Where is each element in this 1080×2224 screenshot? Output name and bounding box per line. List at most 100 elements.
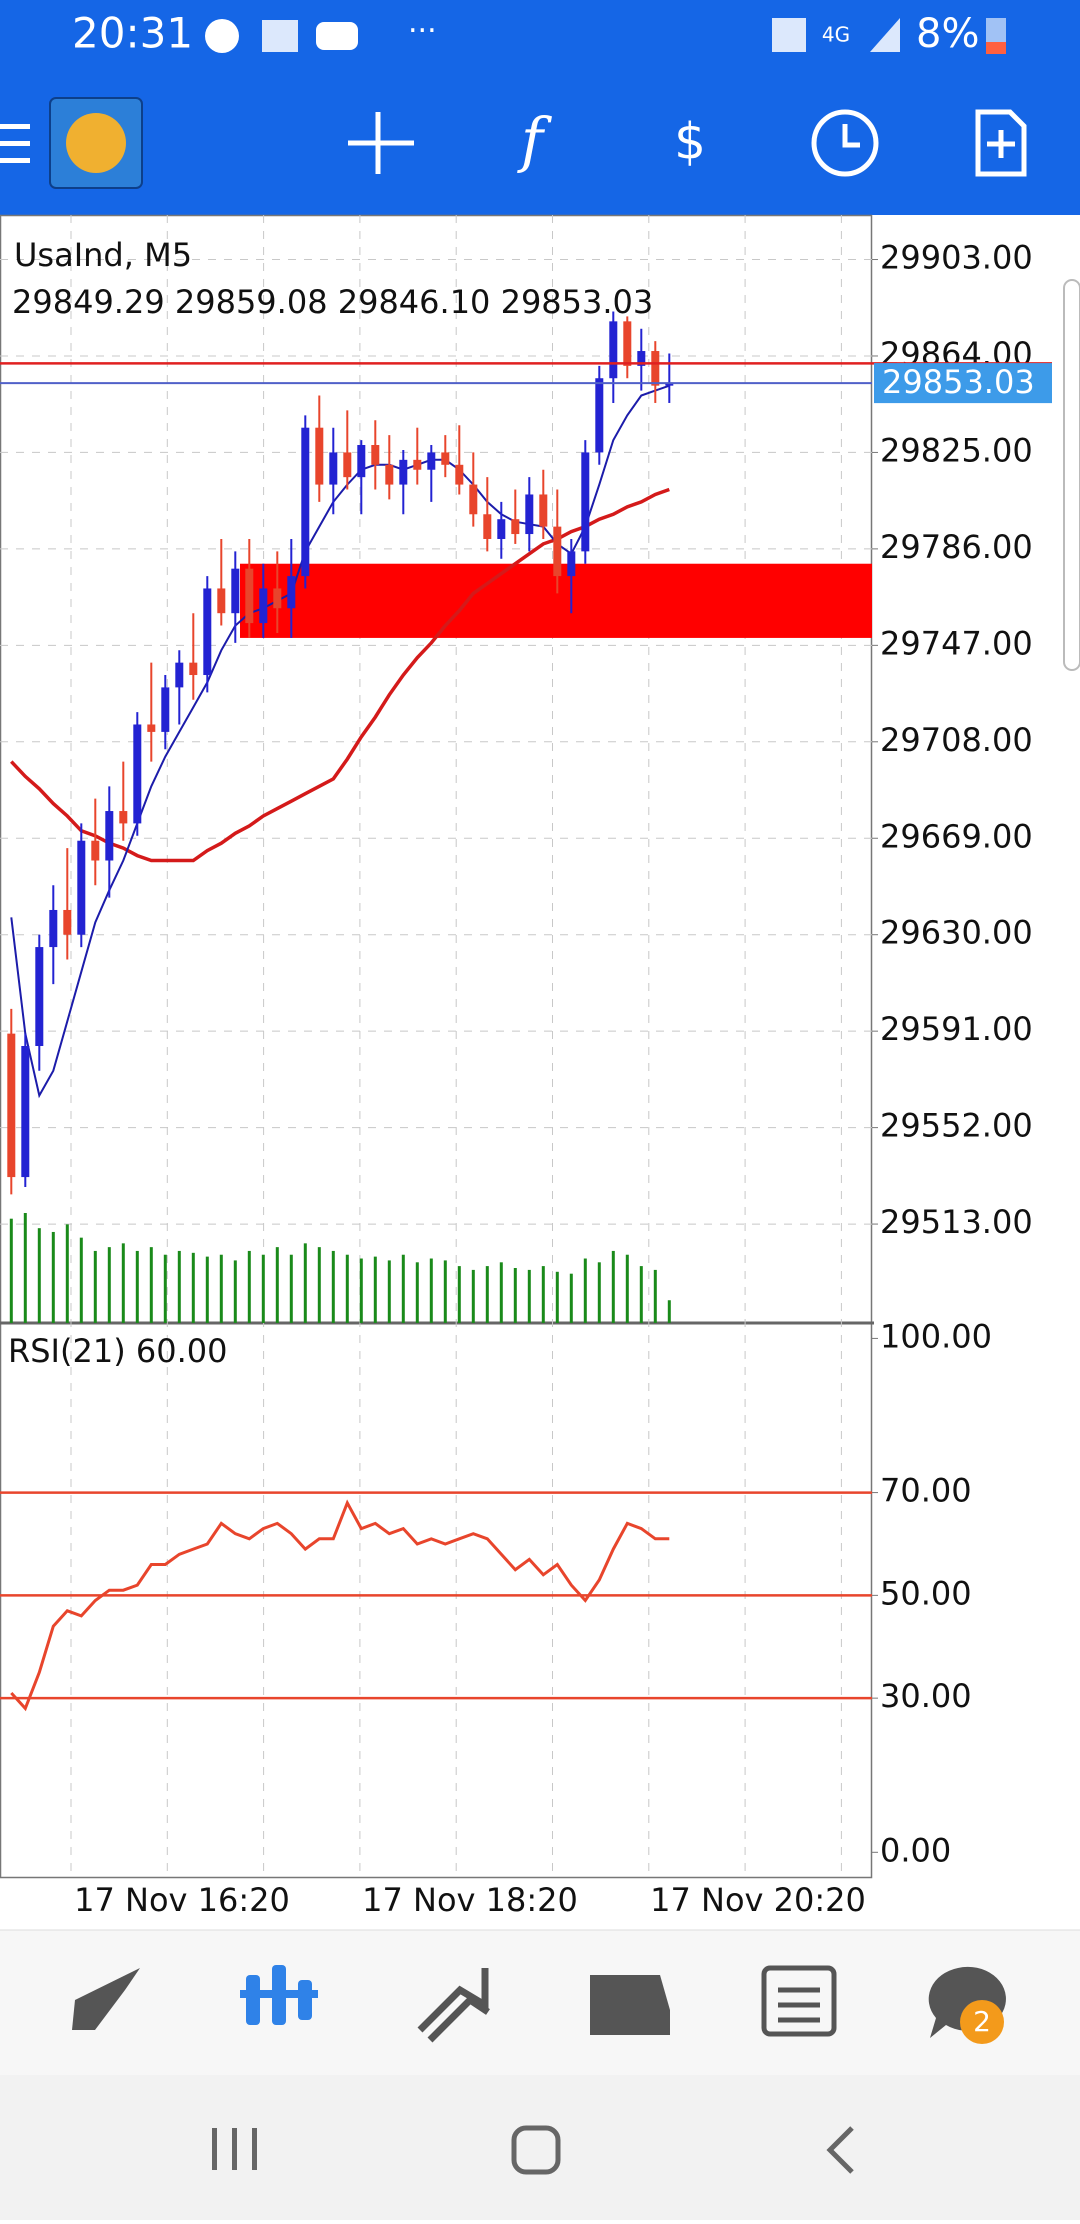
- volume-bar: [345, 1254, 349, 1323]
- volume-bar: [303, 1243, 307, 1323]
- candle-body: [413, 459, 422, 470]
- plot: 29903.0029864.0029825.0029786.0029747.00…: [0, 215, 1052, 1878]
- crosshair-button[interactable]: [348, 112, 414, 174]
- candle-body: [427, 452, 436, 470]
- volume-bar: [541, 1266, 545, 1323]
- status-icon: [772, 18, 806, 52]
- candle-body: [35, 947, 44, 1046]
- y-tick-label: 0.00: [880, 1831, 951, 1869]
- y-tick-label: 29747.00: [880, 624, 1033, 662]
- history-tab[interactable]: [590, 1975, 670, 2035]
- candle-body: [357, 445, 366, 478]
- rsi-title: RSI(21) 60.00: [8, 1332, 227, 1370]
- new-order-button[interactable]: [975, 109, 1027, 177]
- system-nav: [0, 2075, 1080, 2220]
- volume-bar: [275, 1247, 279, 1323]
- volume-bar: [401, 1254, 405, 1323]
- volume-bar: [177, 1250, 181, 1323]
- back-button[interactable]: [826, 2126, 854, 2174]
- volume-bar: [261, 1254, 265, 1323]
- trade-button[interactable]: $: [674, 113, 706, 171]
- candle-body: [161, 687, 170, 732]
- status-battery: 8%: [916, 11, 979, 57]
- volume-bar: [247, 1250, 251, 1323]
- candle-body: [581, 452, 590, 552]
- candle-body: [511, 519, 520, 535]
- volume-bar: [79, 1237, 83, 1323]
- candle-body: [469, 484, 478, 515]
- volume-bar: [527, 1269, 531, 1323]
- chat-badge: [960, 2000, 1004, 2044]
- candle-body: [217, 588, 226, 614]
- y-tick-label: 29825.00: [880, 431, 1033, 469]
- news-tab[interactable]: [761, 1965, 837, 2037]
- candle-body: [483, 514, 492, 539]
- status-icon: [262, 20, 298, 52]
- y-tick-label: 29786.00: [880, 528, 1033, 566]
- side-handle[interactable]: [1063, 279, 1080, 671]
- candle-body: [49, 909, 58, 948]
- status-network: 4G: [822, 23, 850, 47]
- candle-body: [441, 452, 450, 465]
- quotes-tab[interactable]: [72, 1968, 140, 2030]
- candle-body: [77, 840, 86, 935]
- candle-body: [301, 427, 310, 577]
- y-tick-label: 29513.00: [880, 1203, 1033, 1241]
- status-icon: [205, 19, 239, 53]
- candle-body: [203, 588, 212, 676]
- y-tick-label: 50.00: [880, 1574, 972, 1612]
- y-tick-label: 29903.00: [880, 239, 1033, 277]
- candle-body: [7, 1033, 16, 1178]
- candle-body: [399, 459, 408, 485]
- candle-body: [623, 321, 632, 366]
- chart-frame: [0, 214, 873, 1879]
- chart-tab[interactable]: [240, 1965, 318, 2025]
- y-tick-label: 29591.00: [880, 1010, 1033, 1048]
- trade-tab[interactable]: [417, 1968, 490, 2043]
- volume-bar: [611, 1250, 615, 1323]
- volume-bar: [583, 1258, 587, 1323]
- candle-body: [539, 494, 548, 527]
- battery-level: [986, 42, 1006, 54]
- volume-bar: [331, 1250, 335, 1323]
- volume-bar: [569, 1273, 573, 1323]
- menu-button[interactable]: [0, 124, 30, 163]
- recents-button[interactable]: [212, 2128, 257, 2170]
- candle-body: [609, 321, 618, 379]
- candle-body: [175, 662, 184, 688]
- volume-bar: [233, 1260, 237, 1323]
- volume-bar: [555, 1271, 559, 1323]
- history-button[interactable]: [811, 109, 879, 177]
- volume-bar: [457, 1266, 461, 1323]
- volume-bar: [415, 1262, 419, 1323]
- candle-body: [189, 662, 198, 676]
- volume-bar: [387, 1260, 391, 1323]
- home-button[interactable]: [511, 2125, 561, 2175]
- price-tag-label: 29853.03: [882, 363, 1035, 401]
- candle-body: [133, 724, 142, 824]
- candle-body: [665, 383, 674, 386]
- y-tick-label: 70.00: [880, 1472, 972, 1510]
- candle-body: [343, 452, 352, 478]
- candle-body: [245, 568, 254, 624]
- candle-body: [273, 588, 282, 609]
- x-tick-label: 17 Nov 16:20: [74, 1881, 290, 1919]
- volume-bar: [485, 1266, 489, 1323]
- rsi-line: [10, 1499, 670, 1712]
- candle-body: [91, 840, 100, 861]
- candle-body: [329, 452, 338, 485]
- volume-bar: [653, 1269, 657, 1323]
- moving-average: [10, 384, 670, 1099]
- candle-body: [637, 351, 646, 366]
- volume-bar: [359, 1258, 363, 1323]
- volume-bar: [443, 1260, 447, 1323]
- volume-bar: [667, 1300, 671, 1323]
- volume-bar: [93, 1250, 97, 1323]
- volume-bar: [51, 1231, 55, 1323]
- y-tick-label: 100.00: [880, 1317, 992, 1355]
- x-tick-label: 17 Nov 20:20: [650, 1881, 866, 1919]
- y-tick-label: 29630.00: [880, 914, 1033, 952]
- candle-body: [595, 378, 604, 453]
